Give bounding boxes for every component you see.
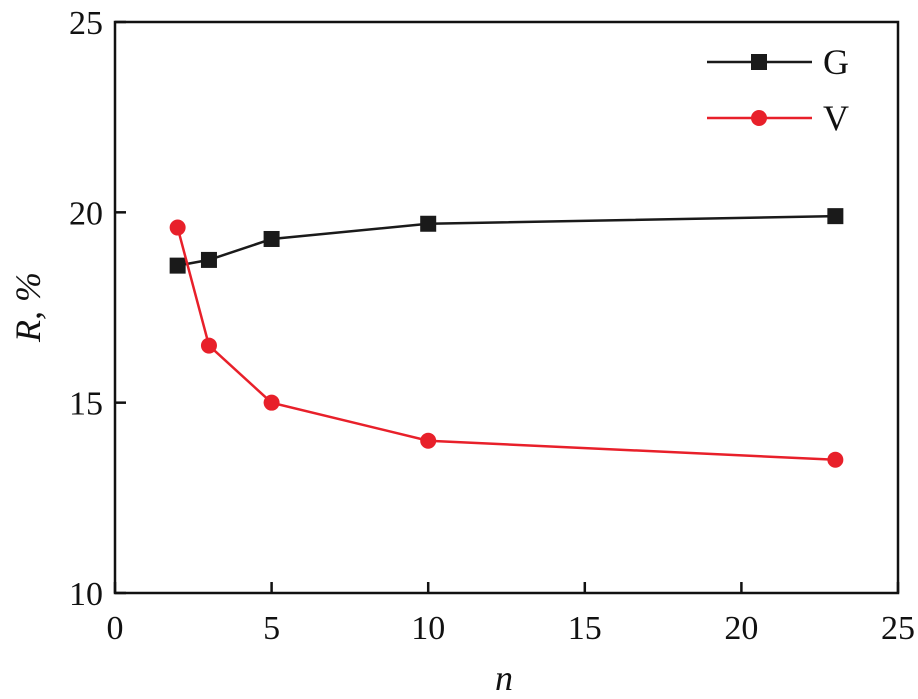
legend-label: V [823,98,849,138]
series-g [169,208,844,274]
x-axis-title: n [495,658,513,698]
x-tick-label: 5 [263,610,280,647]
y-tick-label: 25 [69,5,103,42]
y-tick-label: 20 [69,195,103,232]
legend-item-v: V [707,98,849,138]
x-tick-label: 10 [411,610,445,647]
plot-frame [113,20,900,595]
data-point [200,251,217,268]
x-tick-label: 15 [568,610,602,647]
y-tick-label: 15 [69,386,103,423]
data-point [169,257,186,274]
legend-item-g: G [707,42,849,82]
legend: GV [707,42,849,138]
series-line [176,227,836,462]
x-tick-label: 25 [881,610,915,647]
y-axis-title: R, % [8,272,48,343]
legend-marker [751,54,767,70]
y-tick-label: 10 [69,576,103,613]
x-tick-label: 0 [107,610,124,647]
data-point [263,230,280,247]
data-point [263,394,280,411]
data-point [827,208,844,225]
data-point [200,337,217,354]
x-tick-label: 20 [724,610,758,647]
data-point [420,432,437,449]
legend-label: G [823,42,849,82]
data-point [169,219,186,236]
data-point [827,451,844,468]
series-v [169,219,844,468]
legend-marker [751,110,767,126]
series-layer [169,208,844,468]
axes: 0 5 10 15 20 25 10 15 20 25 [69,5,915,647]
data-point [420,215,437,232]
